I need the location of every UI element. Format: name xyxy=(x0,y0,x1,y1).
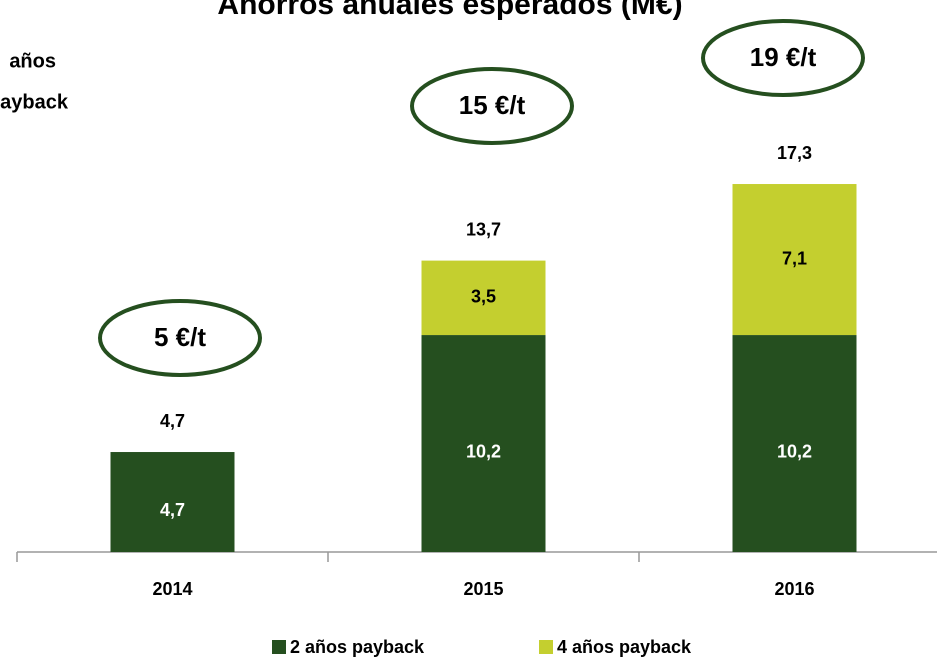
total-label: 17,3 xyxy=(777,143,812,163)
side-label: años xyxy=(9,50,56,72)
annotation-oval xyxy=(701,19,865,97)
annotation: 19 €/t xyxy=(750,42,817,72)
bar-segment xyxy=(732,184,857,336)
annotation-oval xyxy=(410,67,574,145)
legend-label: 2 años payback xyxy=(290,637,425,657)
bar-segment xyxy=(421,260,546,336)
value-label: 3,5 xyxy=(471,287,496,307)
bar-segment xyxy=(421,335,546,552)
value-label: 10,2 xyxy=(777,441,812,461)
total-label: 13,7 xyxy=(466,219,501,239)
legend-swatch xyxy=(539,640,553,654)
value-label: 4,7 xyxy=(160,500,185,520)
x-tick-label: 2015 xyxy=(463,579,503,599)
value-label: 10,2 xyxy=(466,441,501,461)
legend-swatch xyxy=(272,640,286,654)
annotation-oval xyxy=(98,299,262,377)
side-label: payback xyxy=(0,91,69,113)
x-tick-label: 2014 xyxy=(152,579,192,599)
annotation: 15 €/t xyxy=(459,90,526,120)
value-label: 7,1 xyxy=(782,248,807,268)
total-label: 4,7 xyxy=(160,411,185,431)
annotation: 5 €/t xyxy=(154,322,206,352)
bar-segment xyxy=(732,335,857,552)
chart-title: Ahorros anuales esperados (M€) xyxy=(217,0,682,21)
legend-label: 4 años payback xyxy=(557,637,692,657)
bar-segment xyxy=(110,452,235,552)
x-tick-label: 2016 xyxy=(774,579,814,599)
